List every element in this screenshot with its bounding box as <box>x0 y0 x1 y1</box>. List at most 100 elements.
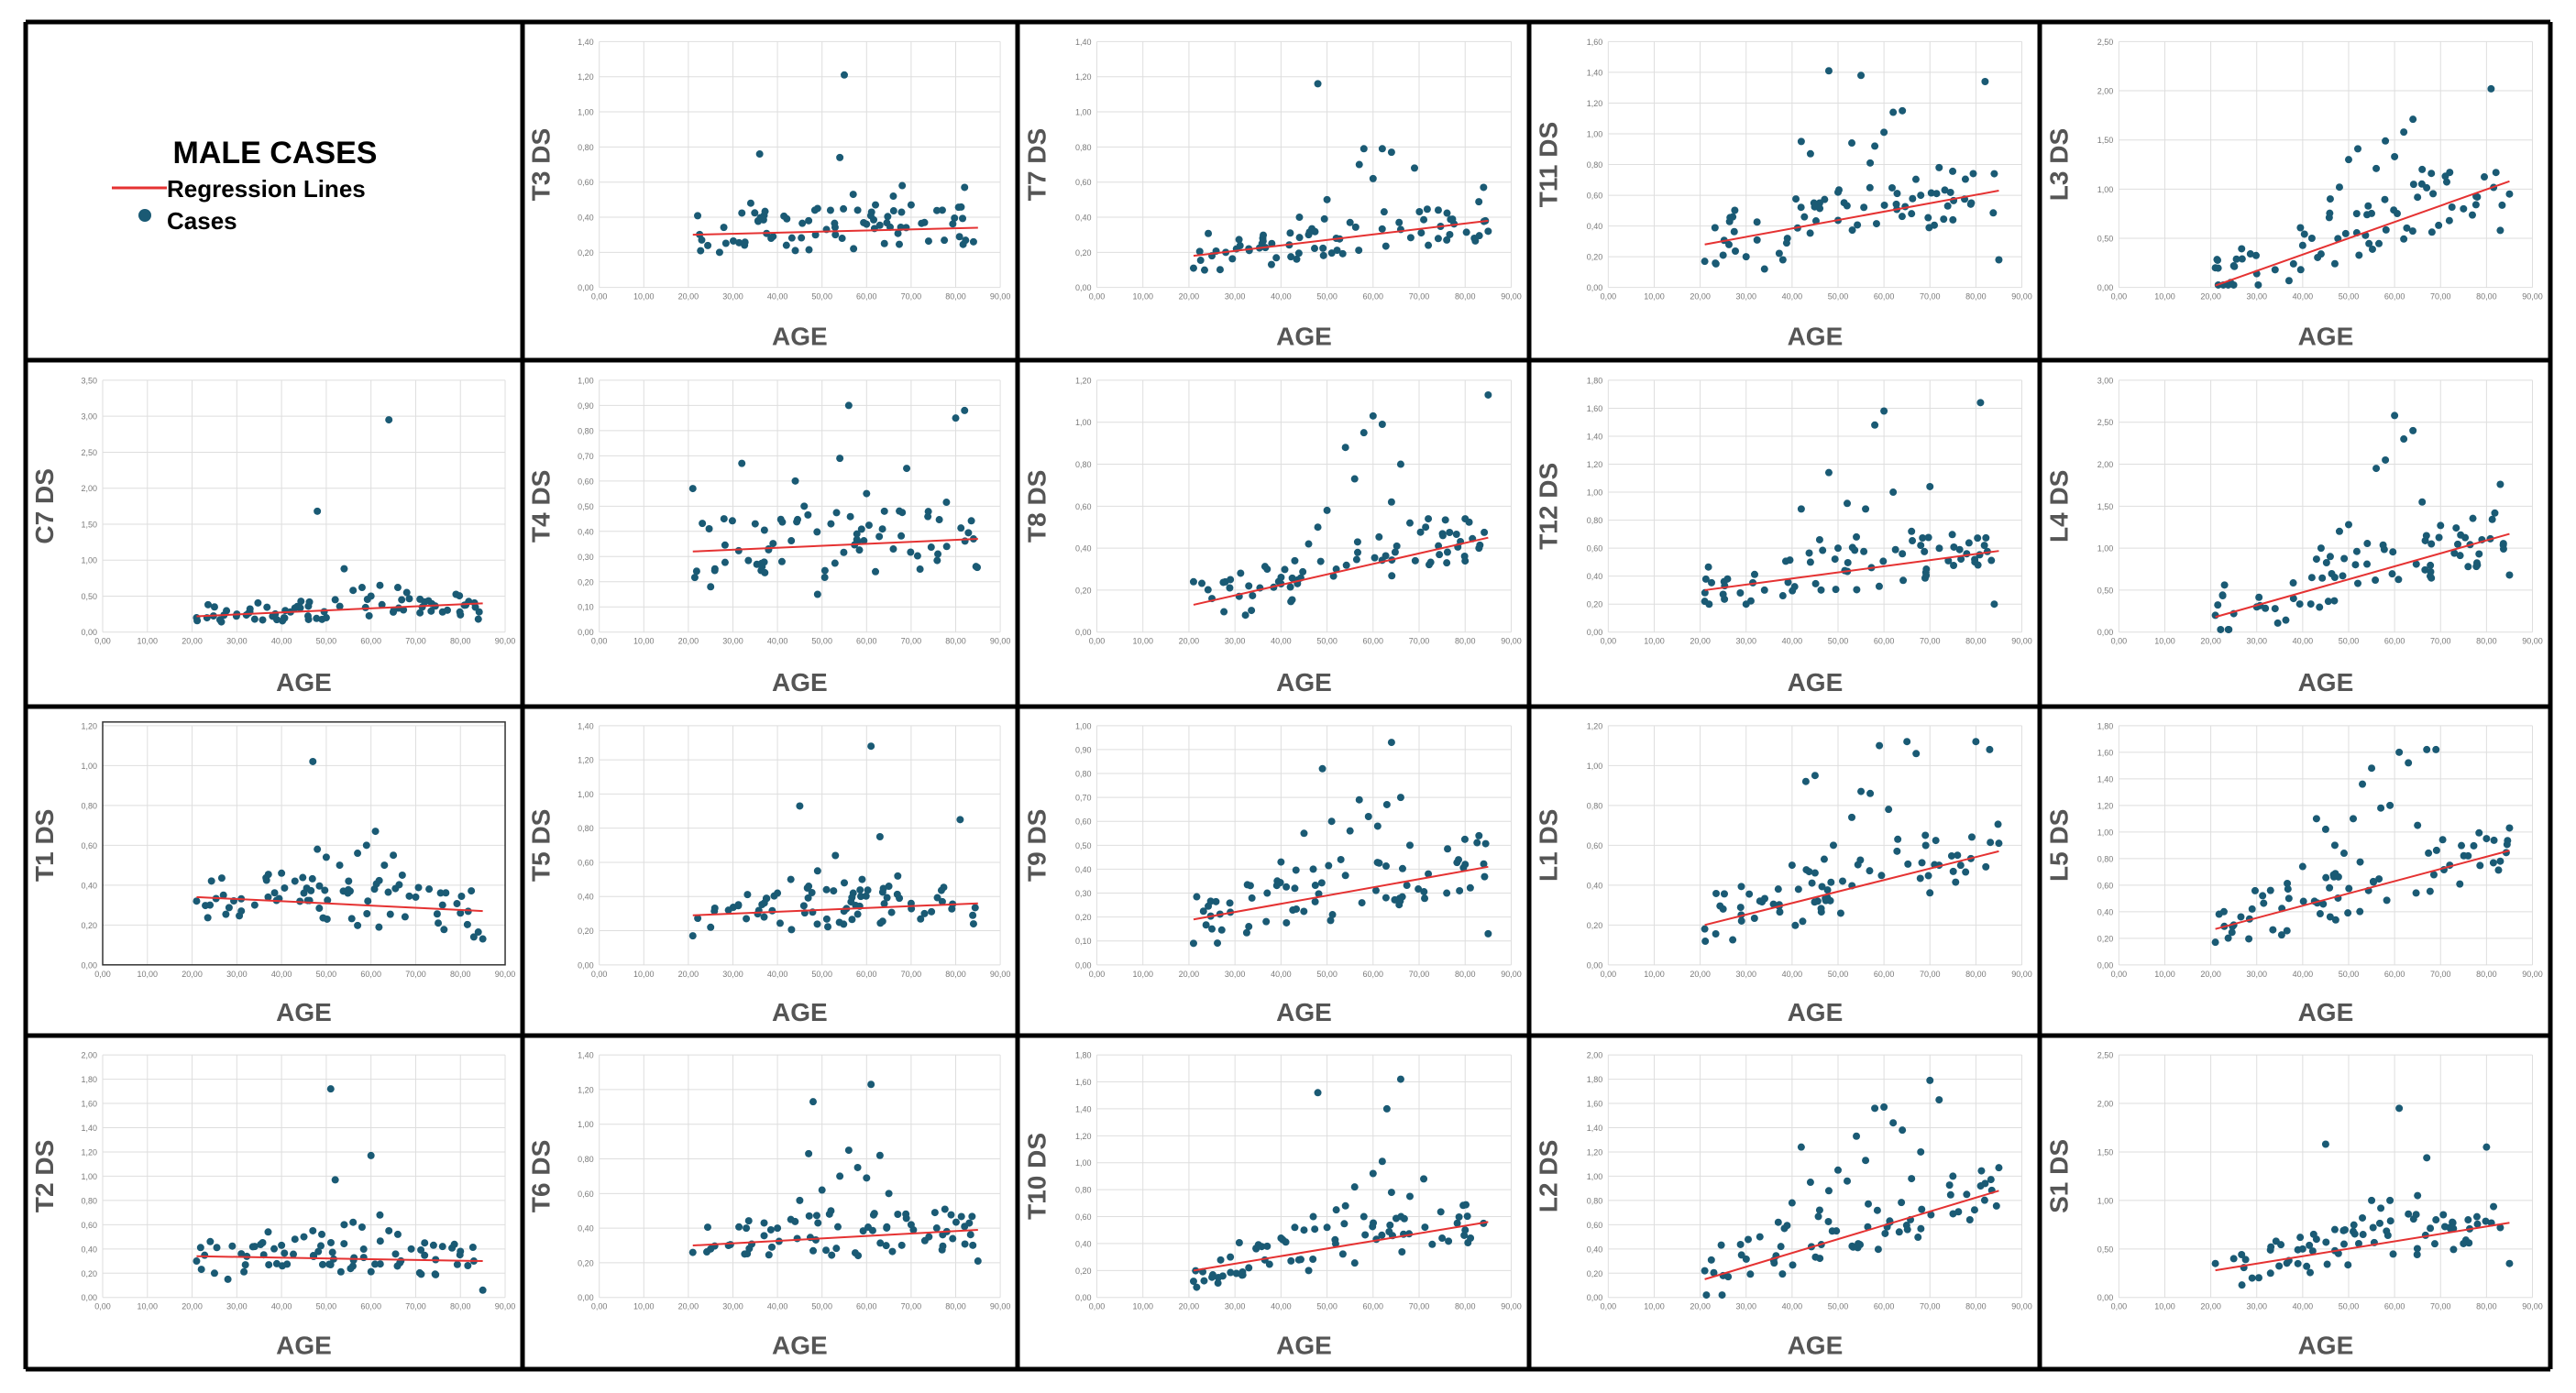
x-tick-label: 10,00 <box>1644 292 1665 302</box>
y-tick-label: 2,00 <box>81 1051 97 1060</box>
data-point <box>1753 236 1761 244</box>
y-tick-label: 1,00 <box>1075 108 1092 117</box>
data-point <box>1976 399 1985 407</box>
y-tick-label: 0,20 <box>578 248 594 258</box>
data-point <box>811 1235 820 1244</box>
data-point <box>710 904 719 912</box>
x-tick-label: 30,00 <box>226 637 248 646</box>
y-tick-label: 0,00 <box>2097 628 2114 637</box>
data-point <box>2359 780 2367 788</box>
data-point <box>309 1226 317 1234</box>
y-tick-label: 0,50 <box>578 502 594 511</box>
x-tick-label: 80,00 <box>2476 292 2497 302</box>
y-tick-label: 0,80 <box>81 1196 97 1205</box>
x-tick-label: 50,00 <box>1316 292 1338 302</box>
data-point <box>2412 889 2420 897</box>
data-point <box>1260 231 1268 239</box>
data-point <box>942 543 951 551</box>
data-point <box>1949 1172 1957 1180</box>
data-point <box>1908 1175 1916 1183</box>
y-tick-label: 0,40 <box>578 1224 594 1234</box>
y-tick-label: 0,00 <box>1587 628 1603 637</box>
x-tick-label: 30,00 <box>722 637 743 646</box>
data-point <box>1833 1227 1841 1235</box>
y-tick-label: 0,20 <box>1075 586 1092 595</box>
data-point <box>770 892 778 900</box>
data-point <box>393 1230 402 1238</box>
data-point <box>1873 1206 1881 1214</box>
data-point <box>2426 887 2434 895</box>
data-point <box>1880 201 1888 209</box>
x-axis-title: AGE <box>1276 998 1332 1026</box>
data-point <box>805 216 813 225</box>
legend-regression-label: Regression Lines <box>167 175 366 203</box>
data-point <box>1956 861 1965 870</box>
data-point <box>2307 574 2316 582</box>
data-point <box>937 886 945 894</box>
x-tick-label: 20,00 <box>1690 970 1711 979</box>
data-point <box>2294 1245 2302 1254</box>
data-point <box>1760 265 1768 273</box>
data-point <box>240 1267 248 1276</box>
data-point <box>1198 579 1206 587</box>
data-point <box>1874 1245 1882 1254</box>
data-point <box>1245 247 1253 255</box>
data-point <box>791 477 799 485</box>
data-point <box>371 828 380 836</box>
data-point <box>1911 175 1920 183</box>
data-point <box>2273 619 2282 627</box>
data-point <box>2505 824 2514 832</box>
data-point <box>1237 569 1245 577</box>
regression-line <box>1193 219 1489 258</box>
data-point <box>2498 201 2506 209</box>
x-tick-label: 10,00 <box>633 1302 655 1311</box>
data-point <box>2440 1223 2449 1231</box>
data-point <box>1854 861 1862 869</box>
data-point <box>1378 421 1386 429</box>
data-point <box>1995 1164 2003 1172</box>
data-point <box>1318 764 1327 773</box>
y-tick-label: 1,20 <box>81 721 97 730</box>
data-point <box>933 894 941 902</box>
data-point <box>314 1247 323 1256</box>
x-tick-label: 40,00 <box>2293 1302 2314 1311</box>
data-point <box>291 877 299 885</box>
data-point <box>2395 1104 2404 1113</box>
y-tick-label: 0,00 <box>1587 1293 1603 1302</box>
y-tick-label: 0,00 <box>2097 1293 2114 1302</box>
data-point <box>782 241 790 249</box>
data-point <box>734 546 743 554</box>
x-tick-label: 50,00 <box>316 970 337 979</box>
data-point <box>863 489 871 498</box>
data-point <box>376 1211 384 1219</box>
data-point <box>322 853 330 861</box>
y-tick-label: 1,20 <box>81 1147 97 1157</box>
data-point <box>969 237 977 246</box>
data-point <box>867 1080 875 1089</box>
data-point <box>1243 881 1251 889</box>
data-point <box>2326 553 2334 561</box>
x-tick-label: 30,00 <box>1735 292 1756 302</box>
data-point <box>2427 170 2436 178</box>
data-point <box>315 882 324 890</box>
data-point <box>1361 1231 1370 1239</box>
legend-title: MALE CASES <box>173 136 378 170</box>
data-point <box>210 1269 218 1278</box>
data-point <box>1775 249 1783 258</box>
data-point <box>468 887 476 895</box>
y-tick-label: 0,80 <box>578 1155 594 1164</box>
data-point <box>1806 229 1814 237</box>
data-point <box>1989 209 1998 217</box>
x-tick-label: 30,00 <box>1735 970 1756 979</box>
data-point <box>796 802 804 810</box>
x-axis-title: AGE <box>1788 322 1844 350</box>
data-point <box>2275 1262 2284 1270</box>
data-point <box>1949 167 1957 175</box>
data-point <box>308 874 316 883</box>
data-point <box>884 213 892 221</box>
data-point <box>2283 927 2291 935</box>
data-point <box>2363 560 2372 568</box>
data-point <box>1924 872 1932 880</box>
data-point <box>2414 821 2422 829</box>
data-point <box>762 894 770 903</box>
